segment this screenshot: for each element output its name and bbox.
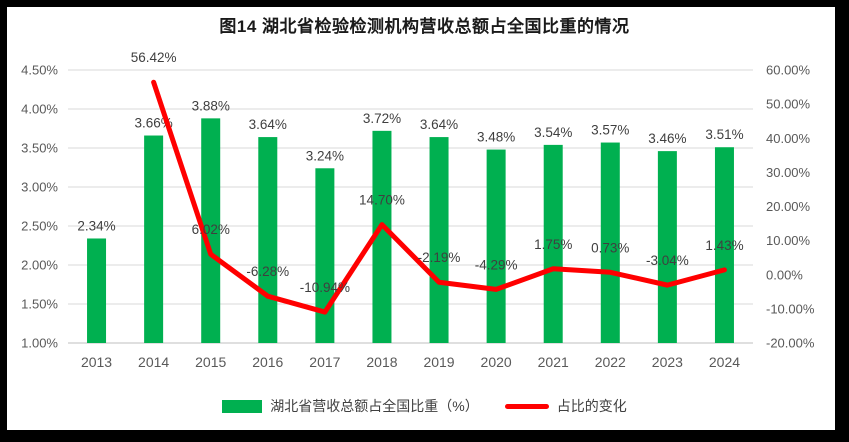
bar-value-label: 3.24% (306, 148, 344, 163)
x-axis-label: 2019 (423, 354, 454, 370)
x-axis-label: 2016 (252, 354, 283, 370)
right-axis-tick-label: -10.00% (766, 301, 815, 316)
legend: 湖北省营收总额占全国比重（%） 占比的变化 (0, 394, 849, 418)
bar-2024 (714, 147, 734, 343)
right-axis-tick-label: 50.00% (766, 97, 811, 112)
bar-2015 (201, 118, 221, 343)
bar-2022 (600, 142, 620, 343)
line-value-label: 1.43% (705, 238, 743, 253)
x-axis-label: 2024 (709, 354, 740, 370)
x-axis-label: 2014 (138, 354, 169, 370)
bar-value-label: 3.88% (192, 98, 230, 113)
left-axis-tick-label: 1.00% (21, 336, 58, 351)
bar-series-label: 湖北省营收总额占全国比重（%） (270, 398, 479, 414)
line-value-label: -6.28% (246, 264, 289, 279)
x-axis-label: 2017 (309, 354, 340, 370)
left-axis-tick-label: 2.00% (21, 258, 58, 273)
bar-2021 (543, 144, 563, 343)
right-axis-tick-label: 40.00% (766, 131, 811, 146)
legend-item-bar-series: 湖北省营收总额占全国比重（%） (222, 396, 479, 416)
bar-value-label: 3.72% (363, 111, 401, 126)
x-axis-label: 2023 (652, 354, 683, 370)
left-axis-tick-label: 4.00% (21, 102, 58, 117)
line-value-label: -4.29% (475, 257, 518, 272)
left-axis-tick-label: 3.00% (21, 180, 58, 195)
bar-2020 (486, 149, 506, 343)
right-axis-tick-label: 20.00% (766, 199, 811, 214)
line-value-label: 0.73% (591, 240, 629, 255)
x-axis-label: 2013 (81, 354, 112, 370)
line-value-label: 56.42% (131, 50, 177, 65)
bar-value-label: 2.34% (77, 218, 115, 233)
right-axis-tick-label: 10.00% (766, 233, 811, 248)
left-axis-tick-label: 4.50% (21, 63, 58, 78)
legend-item-line-series: 占比的变化 (504, 396, 627, 416)
bar-2023 (657, 151, 677, 343)
right-axis-tick-label: 30.00% (766, 165, 811, 180)
line-value-label: -10.94% (300, 280, 350, 295)
bar-2013 (87, 238, 107, 343)
line-value-label: -3.04% (646, 253, 689, 268)
line-value-label: 14.70% (359, 193, 405, 208)
x-axis-label: 2021 (538, 354, 569, 370)
bar-series-swatch (222, 399, 263, 413)
chart-title: 图14 湖北省检验检测机构营收总额占全国比重的情况 (219, 17, 630, 36)
bar-value-label: 3.51% (705, 127, 743, 142)
left-axis-tick-label: 2.50% (21, 219, 58, 234)
left-axis-tick-label: 1.50% (21, 297, 58, 312)
left-axis-tick-label: 3.50% (21, 141, 58, 156)
bar-2014 (144, 135, 164, 343)
bar-2019 (429, 137, 449, 343)
right-axis-tick-label: 0.00% (766, 267, 803, 282)
line-value-label: 1.75% (534, 237, 572, 252)
line-value-label: 6.02% (192, 222, 230, 237)
bar-2018 (372, 130, 392, 343)
line-series-label: 占比的变化 (556, 398, 627, 414)
bar-value-label: 3.48% (477, 130, 515, 145)
line-series-swatch (504, 403, 549, 409)
bar-value-label: 3.46% (648, 131, 686, 146)
trend-line (151, 79, 727, 315)
x-axis-label: 2018 (366, 354, 397, 370)
bar-value-label: 3.64% (249, 117, 287, 132)
bar-value-label: 3.57% (591, 123, 629, 138)
x-axis-label: 2022 (595, 354, 626, 370)
line-value-label: -2.19% (418, 250, 461, 265)
bar-2016 (258, 137, 278, 343)
right-axis-tick-label: 60.00% (766, 63, 811, 78)
x-axis-label: 2020 (481, 354, 512, 370)
bar-2017 (315, 168, 335, 343)
x-axis-label: 2015 (195, 354, 226, 370)
bar-value-label: 3.64% (420, 117, 458, 132)
bar-value-label: 3.66% (134, 116, 172, 131)
right-axis-tick-label: -20.00% (766, 336, 815, 351)
bar-value-label: 3.54% (534, 125, 572, 140)
